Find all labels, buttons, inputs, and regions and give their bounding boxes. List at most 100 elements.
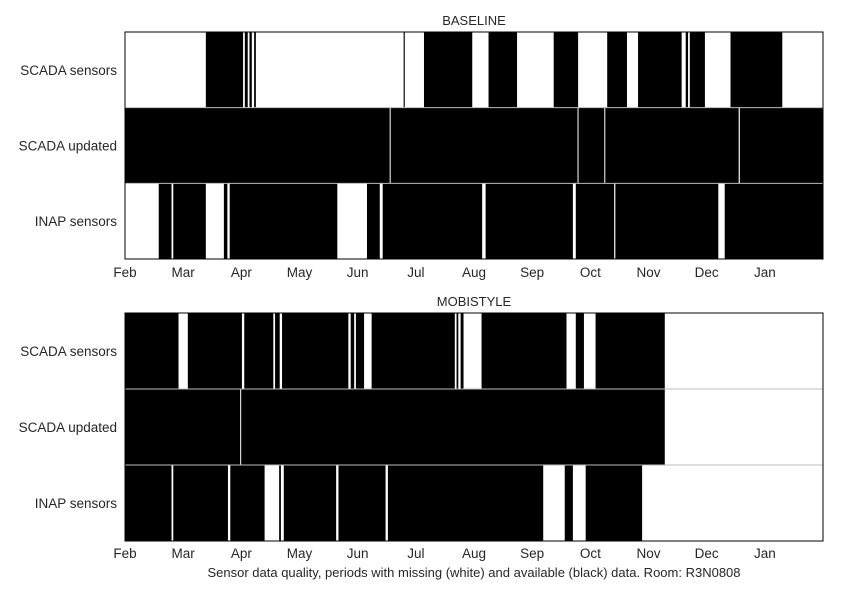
available-segment (173, 465, 228, 541)
available-segment (350, 313, 355, 389)
data-row (125, 465, 643, 541)
x-axis-ticks: Feb Mar Apr May Jun Jul Aug Sep Oct Nov Dec Jan (113, 546, 775, 561)
available-segment (575, 313, 584, 389)
available-segment (575, 183, 615, 259)
available-segment (676, 32, 680, 108)
row-label: INAP sensors (35, 214, 118, 229)
data-row (125, 107, 823, 184)
data-row (205, 32, 783, 108)
x-tick-label: Feb (113, 265, 136, 280)
missing-gap (240, 389, 242, 465)
available-segment (366, 183, 380, 259)
available-segment (205, 32, 244, 108)
x-tick-label: Jul (407, 546, 424, 561)
available-segment (564, 465, 573, 541)
available-segment (244, 32, 248, 108)
available-segment (730, 32, 783, 108)
panel-baseline: BASELINE SCADA sensors SCADA updated INAP … (19, 13, 824, 280)
plot-frame (124, 312, 824, 542)
x-tick-label: Oct (580, 546, 601, 561)
data-row (125, 313, 665, 389)
available-segment (338, 465, 386, 541)
x-tick-label: Oct (580, 265, 601, 280)
available-segment (229, 183, 338, 259)
available-segment (283, 465, 337, 541)
available-segment (282, 313, 349, 389)
x-tick-label: Mar (172, 265, 196, 280)
x-tick-label: Sep (520, 265, 544, 280)
x-tick-label: Apr (231, 546, 253, 561)
available-segment (488, 32, 518, 108)
row-label: INAP sensors (35, 496, 118, 511)
available-segment (275, 313, 280, 389)
x-tick-label: Jun (347, 265, 369, 280)
data-row (158, 183, 823, 259)
x-tick-label: Sep (520, 546, 544, 561)
x-axis-ticks: Feb Mar Apr May Jun Jul Aug Sep Oct Nov Dec Jan (113, 265, 775, 280)
available-segment (173, 183, 206, 259)
available-segment (689, 32, 705, 108)
available-segment (724, 183, 823, 259)
data-row (125, 389, 665, 465)
available-segment (553, 32, 579, 108)
row-label: SCADA updated (19, 420, 117, 435)
available-segment (125, 465, 172, 541)
x-tick-label: May (287, 265, 313, 280)
available-segment (125, 389, 665, 465)
x-tick-label: Jan (754, 546, 776, 561)
available-segment (595, 313, 665, 389)
available-segment (456, 313, 459, 389)
row-label: SCADA sensors (20, 344, 117, 359)
panel-mobistyle: MOBISTYLE SCADA sensors SCADA updated INAP… (19, 294, 824, 561)
x-tick-label: Feb (113, 546, 136, 561)
panel-rows: SCADA sensors SCADA updated INAP sensors (19, 312, 824, 542)
available-segment (371, 313, 455, 389)
available-segment (403, 32, 405, 108)
available-segment (485, 183, 573, 259)
figure-caption: Sensor data quality, periods with missin… (207, 565, 740, 580)
available-segment (279, 465, 281, 541)
available-segment (423, 32, 473, 108)
available-segment (607, 32, 627, 108)
available-segment (187, 313, 242, 389)
panel-title: BASELINE (442, 13, 506, 28)
x-tick-label: Aug (462, 265, 486, 280)
x-tick-label: Aug (462, 546, 486, 561)
panel-rows: SCADA sensors SCADA updated INAP sensors (19, 31, 824, 260)
available-segment (125, 313, 179, 389)
missing-gap (389, 107, 391, 184)
x-tick-label: Jan (754, 265, 776, 280)
available-segment (223, 183, 228, 259)
x-tick-label: Apr (231, 265, 253, 280)
x-tick-label: Nov (636, 265, 660, 280)
missing-gap (738, 107, 740, 184)
missing-gap (604, 107, 606, 184)
available-segment (158, 183, 172, 259)
available-segment (685, 32, 689, 108)
row-label: SCADA sensors (20, 63, 117, 78)
available-segment (638, 32, 682, 108)
available-segment (249, 32, 252, 108)
available-segment (125, 107, 823, 184)
available-segment (355, 313, 365, 389)
available-segment (230, 465, 265, 541)
x-tick-label: Dec (695, 546, 719, 561)
x-tick-label: Jun (347, 546, 369, 561)
x-tick-label: Jul (407, 265, 424, 280)
x-tick-label: Dec (695, 265, 719, 280)
panel-title: MOBISTYLE (437, 294, 512, 309)
available-segment (254, 32, 256, 108)
plot-frame (124, 31, 824, 260)
x-tick-label: Mar (172, 546, 196, 561)
available-segment (382, 183, 483, 259)
available-segment (244, 313, 274, 389)
missing-gap (577, 107, 579, 184)
available-segment (615, 183, 719, 259)
x-tick-label: Nov (636, 546, 660, 561)
available-segment (460, 313, 464, 389)
row-label: SCADA updated (19, 139, 117, 154)
available-segment (387, 465, 544, 541)
x-tick-label: May (287, 546, 313, 561)
available-segment (585, 465, 643, 541)
